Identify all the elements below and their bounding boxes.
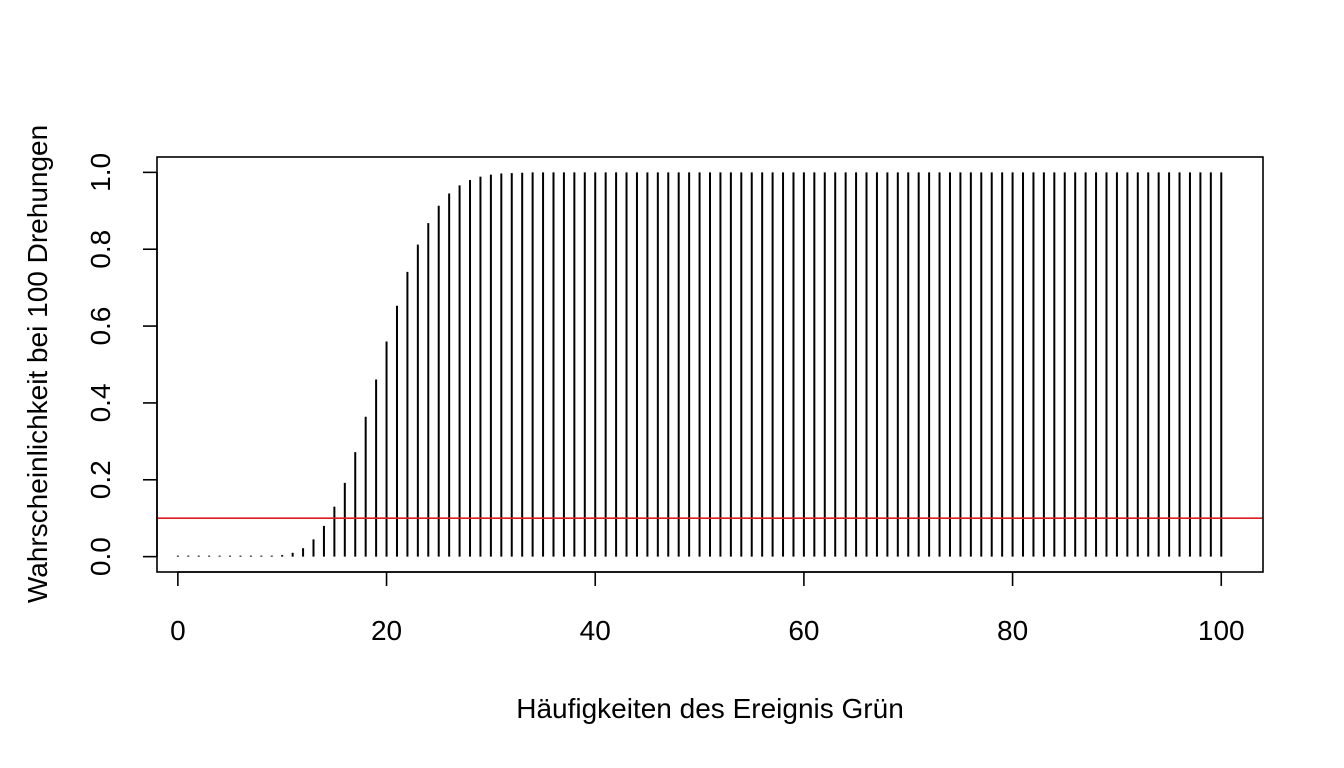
y-tick-label: 1.0 (85, 153, 116, 192)
y-axis-label: Wahrscheinlichkeit bei 100 Drehungen (22, 125, 53, 603)
x-tick-label: 80 (997, 615, 1028, 646)
x-tick-label: 60 (788, 615, 819, 646)
y-tick-label: 0.2 (85, 460, 116, 499)
x-axis-label: Häufigkeiten des Ereignis Grün (516, 693, 904, 724)
y-tick-label: 0.4 (85, 383, 116, 422)
x-tick-label: 100 (1198, 615, 1245, 646)
y-tick-label: 0.0 (85, 537, 116, 576)
y-tick-label: 0.8 (85, 230, 116, 269)
y-tick-label: 0.6 (85, 307, 116, 346)
x-axis: 0 20 40 60 80 100 (170, 571, 1245, 646)
x-tick-label: 40 (580, 615, 611, 646)
x-tick-label: 0 (170, 615, 186, 646)
y-axis: 0.0 0.2 0.4 0.6 0.8 1.0 (85, 153, 158, 576)
x-tick-label: 20 (371, 615, 402, 646)
chart-bars (176, 172, 1223, 557)
